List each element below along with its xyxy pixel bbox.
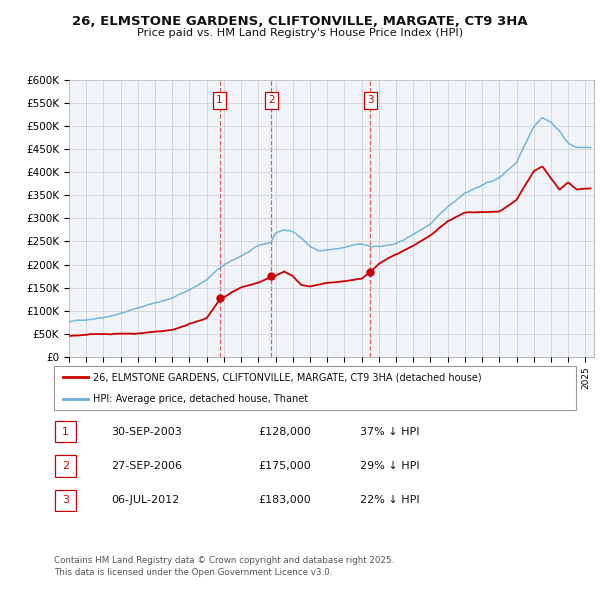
Text: 30-SEP-2003: 30-SEP-2003 — [111, 427, 182, 437]
Text: 26, ELMSTONE GARDENS, CLIFTONVILLE, MARGATE, CT9 3HA (detached house): 26, ELMSTONE GARDENS, CLIFTONVILLE, MARG… — [93, 372, 482, 382]
Text: 2: 2 — [62, 461, 69, 471]
Text: £183,000: £183,000 — [258, 496, 311, 505]
Text: 29% ↓ HPI: 29% ↓ HPI — [360, 461, 419, 471]
Text: 1: 1 — [62, 427, 69, 437]
FancyBboxPatch shape — [55, 455, 76, 477]
Text: 26, ELMSTONE GARDENS, CLIFTONVILLE, MARGATE, CT9 3HA: 26, ELMSTONE GARDENS, CLIFTONVILLE, MARG… — [72, 15, 528, 28]
Text: 3: 3 — [367, 96, 374, 106]
Text: Contains HM Land Registry data © Crown copyright and database right 2025.
This d: Contains HM Land Registry data © Crown c… — [54, 556, 394, 577]
Text: 2: 2 — [268, 96, 275, 106]
Text: 22% ↓ HPI: 22% ↓ HPI — [360, 496, 419, 505]
Text: 1: 1 — [216, 96, 223, 106]
Text: 06-JUL-2012: 06-JUL-2012 — [111, 496, 179, 505]
FancyBboxPatch shape — [55, 421, 76, 442]
Text: Price paid vs. HM Land Registry's House Price Index (HPI): Price paid vs. HM Land Registry's House … — [137, 28, 463, 38]
FancyBboxPatch shape — [54, 366, 576, 410]
Text: £175,000: £175,000 — [258, 461, 311, 471]
Text: 27-SEP-2006: 27-SEP-2006 — [111, 461, 182, 471]
Text: £128,000: £128,000 — [258, 427, 311, 437]
Text: 37% ↓ HPI: 37% ↓ HPI — [360, 427, 419, 437]
Text: HPI: Average price, detached house, Thanet: HPI: Average price, detached house, Than… — [93, 394, 308, 404]
Text: 3: 3 — [62, 496, 69, 505]
FancyBboxPatch shape — [55, 490, 76, 511]
